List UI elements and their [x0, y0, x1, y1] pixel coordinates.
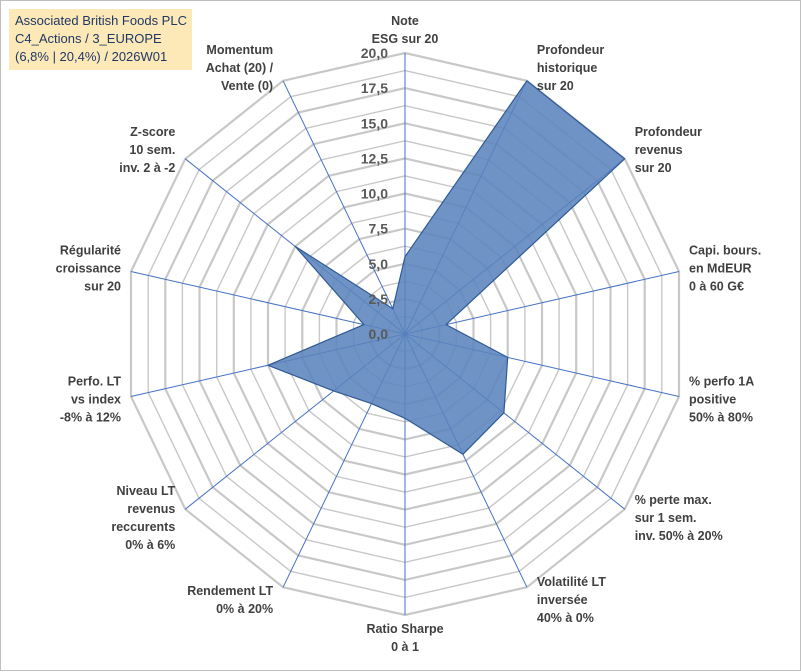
axis-label-line: Volatilité LT — [537, 575, 606, 589]
axis-label-line: inv. 50% à 20% — [635, 529, 723, 543]
series-area — [267, 80, 626, 455]
axis-label-line: 0 à 1 — [391, 640, 419, 654]
axis-label-line: Ratio Sharpe — [366, 622, 443, 636]
axis-label: Profondeur historique sur 20 — [537, 43, 604, 93]
axis-label: Profondeur revenus sur 20 — [635, 125, 702, 175]
axis-label-line: inv. 2 à -2 — [119, 161, 175, 175]
axis-label-line: sur 20 — [84, 279, 121, 293]
axis-label-line: Z-score — [130, 125, 175, 139]
tick-label: 20,0 — [361, 45, 388, 61]
axis-label: Capi. bours. en MdEUR 0 à 60 G€ — [689, 243, 761, 293]
axis-label: Volatilité LT inversée 40% à 0% — [537, 575, 606, 625]
axis-label: Rendement LT 0% à 20% — [187, 584, 273, 616]
title-line: C4_Actions / 3_EUROPE — [15, 31, 162, 46]
axis-label-line: vs index — [71, 393, 121, 407]
axis-spoke — [282, 80, 406, 335]
label-layer: Note ESG sur 20 Profondeur historique sur 20… — [56, 14, 762, 654]
axis-label-line: 10 sem. — [129, 143, 175, 157]
axis-label-line: positive — [689, 393, 736, 407]
axis-label-line: Achat (20) / — [206, 61, 274, 75]
axis-label-line: ESG sur 20 — [372, 32, 439, 46]
axis-label: % perfo 1A positive 50% à 80% — [689, 375, 754, 425]
axis-label-line: sur 20 — [537, 79, 574, 93]
tick-label: 12,5 — [361, 150, 388, 166]
axis-label-line: reccurents — [111, 520, 175, 534]
axis-label-line: sur 1 sem. — [635, 511, 697, 525]
axis-label-line: 50% à 80% — [689, 411, 753, 425]
axis-label: Perfo. LT vs index -8% à 12% — [60, 375, 122, 425]
axis-label-line: sur 20 — [635, 161, 672, 175]
axis-label-line: Perfo. LT — [68, 375, 122, 389]
axis-label: Momentum Achat (20) / Vente (0) — [206, 43, 274, 93]
axis-label-line: % perte max. — [635, 493, 712, 507]
axis-label-line: revenus — [635, 143, 683, 157]
axis-label: % perte max. sur 1 sem. inv. 50% à 20% — [635, 493, 723, 543]
axis-label: Niveau LT revenus reccurents 0% à 6% — [111, 484, 175, 552]
axis-label: Note ESG sur 20 — [372, 14, 439, 46]
axis-label-line: 0% à 20% — [216, 602, 273, 616]
tick-label: 7,5 — [369, 221, 389, 237]
axis-label-line: revenus — [127, 502, 175, 516]
axis-label-line: Profondeur — [635, 125, 702, 139]
axis-label-line: Note — [391, 14, 419, 28]
tick-layer: 0,0 2,5 5,0 7,5 10,0 12,5 15,0 17,5 20,0 — [361, 45, 388, 342]
tick-label: 10,0 — [361, 186, 388, 202]
axis-label-line: Momentum — [206, 43, 273, 57]
series-layer — [267, 80, 626, 455]
tick-label: 5,0 — [369, 256, 389, 272]
axis-label-line: inversée — [537, 593, 588, 607]
axis-label: Régularité croissance sur 20 — [56, 243, 121, 293]
axis-label: Z-score 10 sem. inv. 2 à -2 — [119, 125, 175, 175]
axis-spoke — [130, 271, 406, 335]
axis-label-line: -8% à 12% — [60, 411, 121, 425]
axis-label-line: 0% à 6% — [125, 538, 175, 552]
axis-label: Ratio Sharpe 0 à 1 — [366, 622, 443, 654]
axis-spoke — [404, 271, 680, 335]
tick-label: 17,5 — [361, 80, 388, 96]
axis-label-line: 0 à 60 G€ — [689, 279, 744, 293]
axis-label-line: 40% à 0% — [537, 611, 594, 625]
tick-label: 2,5 — [369, 291, 389, 307]
axis-label-line: Rendement LT — [187, 584, 273, 598]
axis-label-line: Régularité — [60, 243, 121, 257]
axis-label-line: Capi. bours. — [689, 243, 761, 257]
tick-label: 15,0 — [361, 115, 388, 131]
axis-label-line: Profondeur — [537, 43, 604, 57]
axis-label-line: Niveau LT — [116, 484, 175, 498]
axis-label-line: historique — [537, 61, 597, 75]
axis-label-line: en MdEUR — [689, 261, 752, 275]
title-line: Associated British Foods PLC — [15, 13, 187, 28]
axis-label-line: % perfo 1A — [689, 375, 754, 389]
chart-title-box: Associated British Foods PLC C4_Actions … — [9, 9, 192, 70]
axis-label-line: Vente (0) — [221, 79, 273, 93]
title-line: (6,8% | 20,4%) / 2026W01 — [15, 49, 168, 64]
axis-label-line: croissance — [56, 261, 121, 275]
tick-label: 0,0 — [369, 326, 389, 342]
